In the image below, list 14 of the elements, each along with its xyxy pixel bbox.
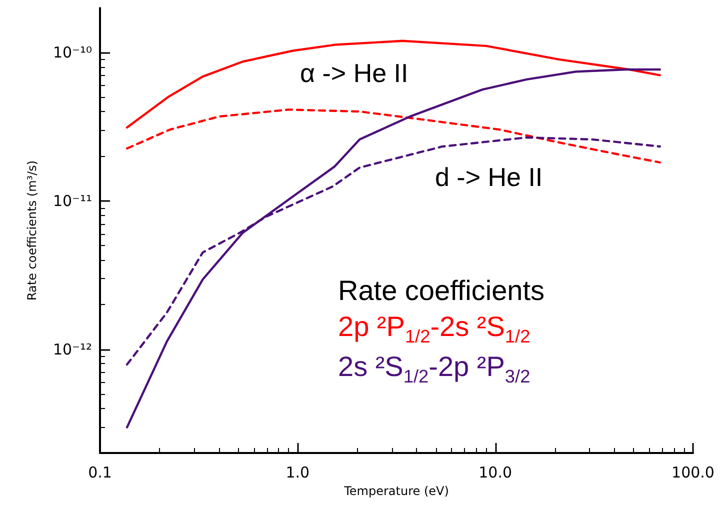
annotation: α -> He II bbox=[300, 58, 408, 90]
annotation: 2p ²P$_{1/2}$-2s ²S$_{1/2}$ bbox=[338, 310, 530, 348]
y-tick-label: 10⁻¹² bbox=[52, 340, 92, 358]
x-tick-label: 1.0 bbox=[286, 464, 310, 482]
x-tick-label: 100.0 bbox=[672, 464, 714, 482]
annotation: 2s ²S$_{1/2}$-2p ²P$_{3/2}$ bbox=[338, 350, 530, 388]
x-tick-label: 10.0 bbox=[478, 464, 512, 482]
y-axis-title: Rate coefficients (m³/s) bbox=[25, 160, 39, 301]
y-tick-label: 10⁻¹¹ bbox=[52, 192, 92, 210]
annotation: Rate coefficients bbox=[338, 274, 544, 308]
y-tick-label: 10⁻¹⁰ bbox=[52, 44, 92, 62]
annotation: d -> He II bbox=[435, 162, 543, 194]
x-tick-label: 0.1 bbox=[88, 464, 112, 482]
x-axis-title: Temperature (eV) bbox=[343, 484, 449, 498]
